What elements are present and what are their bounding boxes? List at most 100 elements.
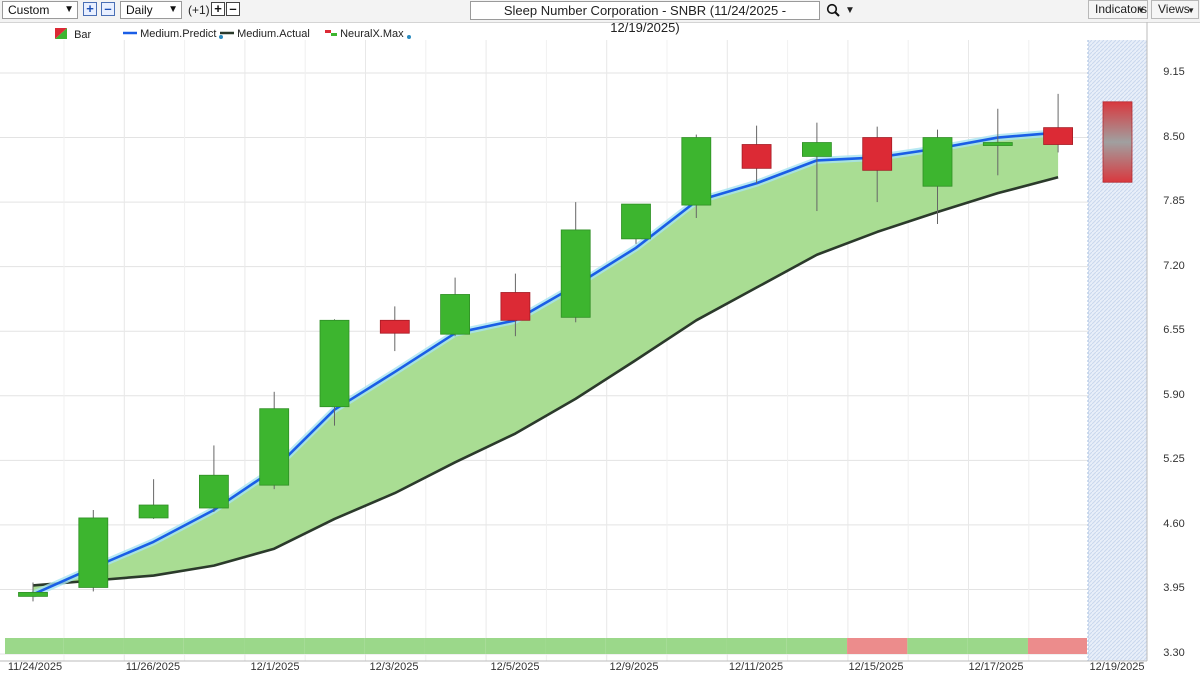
y-tick-label: 8.50 [1163, 130, 1185, 143]
view-select[interactable]: Custom ▼ [2, 1, 78, 19]
x-tick-label: 12/19/2025 [1089, 661, 1145, 673]
x-tick-label: 12/17/2025 [968, 661, 1024, 673]
candle-body [198, 474, 229, 509]
candle-body [500, 292, 531, 321]
candle-body [922, 137, 953, 187]
x-tick-label: 11/24/2025 [7, 661, 63, 673]
candle-body [18, 592, 48, 597]
candle-body [78, 517, 109, 588]
legend-bar: Bar [55, 28, 91, 41]
candle [319, 319, 350, 426]
zoom-in-button[interactable]: + [83, 2, 97, 16]
signal-strip-cell [63, 638, 124, 654]
legend-actual-label: Medium.Actual [237, 28, 310, 40]
candle [500, 273, 531, 337]
candle [138, 479, 169, 519]
signal-strip-cell [545, 638, 606, 654]
candle [621, 203, 651, 244]
x-tick-label: 12/15/2025 [848, 661, 904, 673]
signal-strip-cell [424, 638, 486, 654]
candle-body [802, 142, 832, 157]
views-label: Views [1158, 2, 1190, 16]
candle [18, 582, 48, 602]
offset-increase-button[interactable]: + [211, 2, 225, 16]
signal-strip-cell [364, 638, 425, 654]
candle [1043, 93, 1073, 153]
views-button[interactable]: Views ▼ [1151, 0, 1199, 19]
candle-body [741, 144, 772, 169]
indicators-button[interactable]: Indicators ▼ [1088, 0, 1148, 19]
chevron-down-icon: ▼ [64, 4, 74, 15]
legend-neural: NeuralX.Max [325, 28, 411, 40]
y-tick-label: 7.85 [1163, 195, 1185, 208]
x-tick-label: 12/3/2025 [369, 661, 419, 673]
candle-body [681, 137, 712, 206]
candle-body [982, 142, 1013, 146]
candle [560, 202, 591, 323]
actual-series [32, 176, 1059, 587]
search-dropdown-icon[interactable]: ▼ [845, 5, 855, 16]
search-icon[interactable] [826, 3, 842, 19]
zoom-out-button[interactable]: – [101, 2, 115, 16]
signal-strip-cell [244, 638, 305, 654]
chart-title: Sleep Number Corporation - SNBR (11/24/2… [503, 3, 787, 35]
signal-strip-cell [485, 638, 546, 654]
signal-strip-cell [726, 638, 787, 654]
x-tick-label: 12/1/2025 [250, 661, 300, 673]
x-tick-label: 12/5/2025 [490, 661, 540, 673]
legend-bar-label: Bar [74, 29, 92, 41]
chart-title-box[interactable]: Sleep Number Corporation - SNBR (11/24/2… [470, 1, 820, 35]
signal-strip-cell [666, 638, 727, 654]
x-tick-label: 12/11/2025 [728, 661, 784, 673]
candle-body [560, 229, 591, 318]
info-dot-icon [219, 35, 224, 39]
offset-label: (+1) [188, 3, 210, 17]
neural-forecast [1102, 101, 1133, 183]
signal-strip-cell [1027, 638, 1087, 654]
candle [440, 277, 471, 337]
candles [18, 93, 1073, 602]
neural-forecast-bar [1102, 101, 1133, 183]
candle [681, 134, 712, 219]
y-tick-label: 5.25 [1163, 453, 1185, 466]
y-tick-label: 7.20 [1163, 259, 1185, 272]
offset-decrease-button[interactable]: – [226, 2, 240, 16]
signal-strip-cell [5, 638, 64, 654]
y-tick-label: 5.90 [1163, 388, 1185, 401]
x-tick-label: 11/26/2025 [125, 661, 181, 673]
view-select-value: Custom [8, 3, 50, 17]
candle [862, 126, 893, 203]
candle [802, 122, 832, 212]
signal-strip-cell [183, 638, 245, 654]
y-tick-label: 4.60 [1163, 517, 1185, 530]
x-tick-label: 12/9/2025 [609, 661, 659, 673]
y-tick-label: 3.95 [1163, 582, 1185, 595]
candle [741, 125, 772, 184]
chevron-down-icon: ▼ [1187, 6, 1195, 15]
candle-body [138, 504, 169, 519]
candle [78, 509, 109, 592]
candle [982, 108, 1013, 176]
signal-strip [5, 638, 1087, 654]
actual-line [32, 176, 1059, 587]
y-tick-label: 3.30 [1163, 647, 1185, 659]
candle [259, 391, 290, 490]
candle [922, 129, 953, 224]
interval-select[interactable]: Daily ▼ [120, 1, 182, 19]
bar-swatch-icon [55, 28, 67, 39]
candle [379, 306, 410, 352]
legend-predict: Medium.Predict [123, 28, 224, 40]
chevron-down-icon: ▼ [1137, 6, 1145, 15]
indicators-label: Indicators [1095, 2, 1148, 16]
toolbar: Custom ▼ + – Daily ▼ (+1) + – Sleep Numb… [0, 0, 1200, 35]
candle-body [862, 137, 893, 171]
candle-body [319, 319, 350, 408]
signal-strip-cell [907, 638, 968, 654]
candle-body [259, 408, 290, 486]
prediction-band-fill [33, 132, 1059, 595]
prediction-band [33, 132, 1059, 595]
line-swatch-icon [220, 31, 234, 35]
signal-strip-cell [786, 638, 848, 654]
y-tick-label: 9.15 [1163, 66, 1185, 78]
